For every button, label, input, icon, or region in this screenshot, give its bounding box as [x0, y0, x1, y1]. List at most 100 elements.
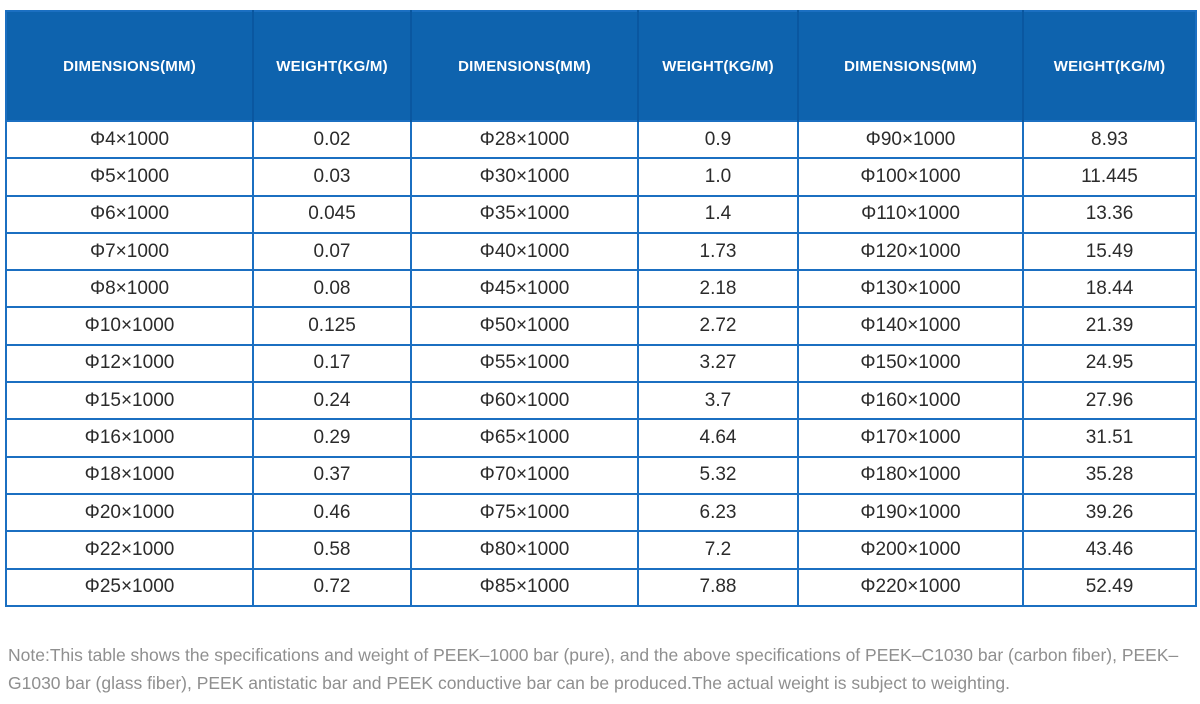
dimension-cell: Φ45×1000 [410, 269, 639, 309]
column-header-dimensions-2: DIMENSIONS(MM) [411, 11, 639, 121]
weight-cell: 0.72 [252, 567, 412, 607]
weight-cell: 0.045 [252, 194, 412, 234]
dimension-cell: Φ50×1000 [410, 306, 639, 346]
dimension-cell: Φ180×1000 [797, 455, 1024, 495]
weight-cell: 0.29 [252, 418, 412, 458]
note-text: Note:This table shows the specifications… [8, 645, 1179, 693]
weight-cell: 2.18 [637, 269, 799, 309]
dimension-cell: Φ130×1000 [797, 269, 1024, 309]
table-header: DIMENSIONS(MM) WEIGHT(KG/M) DIMENSIONS(M… [6, 11, 1196, 121]
dimension-cell: Φ12×1000 [5, 343, 254, 384]
weight-cell: 0.02 [252, 119, 412, 160]
dimension-cell: Φ75×1000 [410, 492, 639, 533]
dimension-cell: Φ7×1000 [5, 231, 254, 272]
table-row: Φ12×1000 0.17 Φ55×1000 3.27 Φ150×1000 24.95 [5, 343, 1197, 384]
dimension-cell: Φ4×1000 [5, 119, 254, 160]
dimension-cell: Φ60×1000 [410, 381, 639, 421]
table-row: Φ8×1000 0.08 Φ45×1000 2.18 Φ130×1000 18.44 [5, 269, 1197, 309]
table-row: Φ4×1000 0.02 Φ28×1000 0.9 Φ90×1000 8.93 [5, 119, 1197, 160]
table-row: Φ7×1000 0.07 Φ40×1000 1.73 Φ120×1000 15.49 [5, 231, 1197, 272]
weight-cell: 0.07 [252, 231, 412, 272]
header-row: DIMENSIONS(MM) WEIGHT(KG/M) DIMENSIONS(M… [6, 11, 1196, 121]
dimension-cell: Φ30×1000 [410, 157, 639, 197]
column-header-weight-1: WEIGHT(KG/M) [253, 11, 412, 121]
weight-cell: 5.32 [637, 455, 799, 495]
dimension-cell: Φ55×1000 [410, 343, 639, 384]
weight-cell: 2.72 [637, 306, 799, 346]
table-row: Φ20×1000 0.46 Φ75×1000 6.23 Φ190×1000 39.26 [5, 492, 1197, 533]
column-header-dimensions-1: DIMENSIONS(MM) [6, 11, 254, 121]
dimension-cell: Φ5×1000 [5, 157, 254, 197]
dimension-cell: Φ6×1000 [5, 194, 254, 234]
weight-cell: 0.08 [252, 269, 412, 309]
weight-cell: 7.2 [637, 530, 799, 570]
weight-cell: 0.46 [252, 492, 412, 533]
table-row: Φ6×1000 0.045 Φ35×1000 1.4 Φ110×1000 13.36 [5, 194, 1197, 234]
weight-cell: 35.28 [1022, 455, 1197, 495]
weight-cell: 15.49 [1022, 231, 1197, 272]
dimension-cell: Φ85×1000 [410, 567, 639, 607]
table-row: Φ16×1000 0.29 Φ65×1000 4.64 Φ170×1000 31.51 [5, 418, 1197, 458]
weight-cell: 4.64 [637, 418, 799, 458]
weight-cell: 0.24 [252, 381, 412, 421]
dimension-cell: Φ22×1000 [5, 530, 254, 570]
table-row: Φ25×1000 0.72 Φ85×1000 7.88 Φ220×1000 52.49 [5, 567, 1197, 607]
weight-cell: 21.39 [1022, 306, 1197, 346]
dimension-cell: Φ100×1000 [797, 157, 1024, 197]
dimension-cell: Φ170×1000 [797, 418, 1024, 458]
dimension-cell: Φ16×1000 [5, 418, 254, 458]
weight-cell: 0.58 [252, 530, 412, 570]
weight-cell: 43.46 [1022, 530, 1197, 570]
dimension-cell: Φ8×1000 [5, 269, 254, 309]
dimension-cell: Φ110×1000 [797, 194, 1024, 234]
weight-cell: 1.73 [637, 231, 799, 272]
column-header-weight-3: WEIGHT(KG/M) [1023, 11, 1196, 121]
weight-cell: 52.49 [1022, 567, 1197, 607]
dimension-cell: Φ18×1000 [5, 455, 254, 495]
spec-table: DIMENSIONS(MM) WEIGHT(KG/M) DIMENSIONS(M… [5, 10, 1197, 607]
dimension-cell: Φ25×1000 [5, 567, 254, 607]
weight-cell: 11.445 [1022, 157, 1197, 197]
table-body: Φ4×1000 0.02 Φ28×1000 0.9 Φ90×1000 8.93 Φ5×100… [5, 119, 1197, 607]
dimension-cell: Φ28×1000 [410, 119, 639, 160]
table-row: Φ22×1000 0.58 Φ80×1000 7.2 Φ200×1000 43.46 [5, 530, 1197, 570]
weight-cell: 31.51 [1022, 418, 1197, 458]
dimension-cell: Φ120×1000 [797, 231, 1024, 272]
table-row: Φ5×1000 0.03 Φ30×1000 1.0 Φ100×1000 11.445 [5, 157, 1197, 197]
dimension-cell: Φ200×1000 [797, 530, 1024, 570]
weight-cell: 18.44 [1022, 269, 1197, 309]
dimension-cell: Φ35×1000 [410, 194, 639, 234]
weight-cell: 7.88 [637, 567, 799, 607]
table-row: Φ10×1000 0.125 Φ50×1000 2.72 Φ140×1000 21.39 [5, 306, 1197, 346]
dimension-cell: Φ65×1000 [410, 418, 639, 458]
weight-cell: 1.4 [637, 194, 799, 234]
weight-cell: 27.96 [1022, 381, 1197, 421]
dimension-cell: Φ140×1000 [797, 306, 1024, 346]
dimension-cell: Φ220×1000 [797, 567, 1024, 607]
dimension-cell: Φ20×1000 [5, 492, 254, 533]
table-row: Φ15×1000 0.24 Φ60×1000 3.7 Φ160×1000 27.96 [5, 381, 1197, 421]
weight-cell: 0.9 [637, 119, 799, 160]
column-header-weight-2: WEIGHT(KG/M) [638, 11, 799, 121]
weight-cell: 1.0 [637, 157, 799, 197]
weight-cell: 3.7 [637, 381, 799, 421]
dimension-cell: Φ10×1000 [5, 306, 254, 346]
dimension-cell: Φ15×1000 [5, 381, 254, 421]
weight-cell: 8.93 [1022, 119, 1197, 160]
dimension-cell: Φ80×1000 [410, 530, 639, 570]
weight-cell: 0.03 [252, 157, 412, 197]
weight-cell: 0.37 [252, 455, 412, 495]
weight-cell: 3.27 [637, 343, 799, 384]
dimension-cell: Φ90×1000 [797, 119, 1024, 160]
dimension-cell: Φ160×1000 [797, 381, 1024, 421]
dimension-cell: Φ70×1000 [410, 455, 639, 495]
dimension-cell: Φ190×1000 [797, 492, 1024, 533]
column-header-dimensions-3: DIMENSIONS(MM) [798, 11, 1024, 121]
dimension-cell: Φ40×1000 [410, 231, 639, 272]
weight-cell: 0.17 [252, 343, 412, 384]
weight-cell: 24.95 [1022, 343, 1197, 384]
weight-cell: 39.26 [1022, 492, 1197, 533]
dimension-cell: Φ150×1000 [797, 343, 1024, 384]
table-row: Φ18×1000 0.37 Φ70×1000 5.32 Φ180×1000 35.28 [5, 455, 1197, 495]
